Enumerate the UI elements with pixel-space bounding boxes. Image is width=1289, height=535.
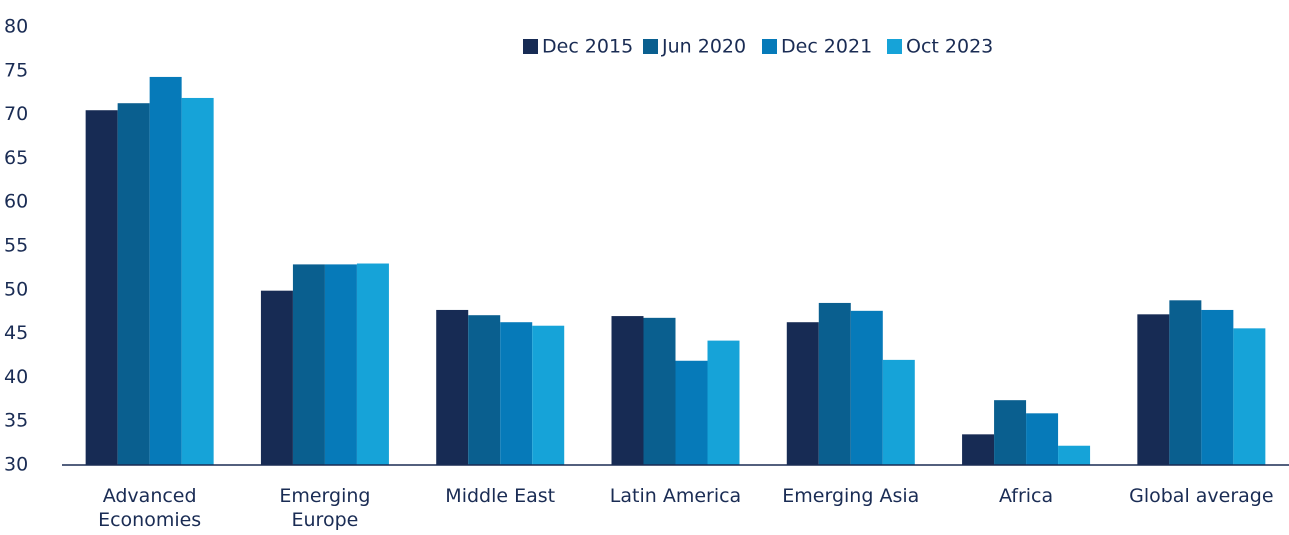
- bar: [850, 310, 883, 465]
- y-tick-label: 75: [4, 59, 28, 81]
- legend-swatch: [523, 39, 538, 54]
- bar: [1169, 300, 1202, 465]
- y-tick-label: 80: [4, 16, 28, 38]
- bar: [962, 434, 995, 465]
- y-tick-label: 50: [4, 278, 28, 300]
- y-tick-label: 40: [4, 366, 28, 388]
- y-tick-label: 60: [4, 191, 28, 213]
- bar: [675, 360, 708, 465]
- bar: [643, 317, 676, 465]
- y-tick-label: 30: [4, 454, 28, 476]
- y-tick-label: 35: [4, 410, 28, 432]
- bar: [786, 322, 819, 465]
- bar: [181, 97, 214, 466]
- bar: [324, 264, 357, 465]
- y-tick-label: 65: [4, 147, 28, 169]
- bar: [611, 316, 644, 465]
- y-tick-label: 70: [4, 103, 28, 125]
- x-tick-label: Emerging Asia: [782, 485, 920, 507]
- bar: [436, 309, 469, 465]
- x-tick-label: Advanced Economies: [98, 485, 202, 531]
- bar: [532, 325, 565, 465]
- legend-swatch: [643, 39, 658, 54]
- legend-swatch: [887, 39, 902, 54]
- bar: [468, 315, 501, 465]
- x-tick-label: Emerging Europe: [279, 485, 371, 531]
- y-tick-label: 45: [4, 322, 28, 344]
- x-tick-label: Latin America: [609, 485, 742, 507]
- bar: [882, 359, 915, 465]
- x-tick-label: Middle East: [445, 485, 556, 507]
- legend-label: Dec 2015: [542, 36, 633, 58]
- bar: [292, 264, 325, 465]
- bar: [1137, 314, 1170, 465]
- bar: [994, 400, 1027, 465]
- legend-swatch: [762, 39, 777, 54]
- bar: [818, 302, 851, 465]
- legend-label: Jun 2020: [661, 36, 746, 58]
- y-tick-label: 55: [4, 235, 28, 257]
- bar: [1058, 445, 1091, 465]
- bar: [260, 290, 293, 465]
- bar: [1026, 413, 1059, 465]
- x-tick-label: Global average: [1129, 485, 1274, 507]
- bar: [707, 340, 740, 465]
- bar: [85, 110, 118, 465]
- bar: [117, 103, 150, 465]
- legend-label: Oct 2023: [906, 36, 993, 58]
- bar: [356, 263, 389, 465]
- x-tick-label: Africa: [998, 485, 1054, 507]
- bar: [149, 76, 182, 465]
- bar: [500, 322, 533, 465]
- legend-label: Dec 2021: [781, 36, 872, 58]
- bar: [1201, 309, 1234, 465]
- bar: [1233, 328, 1266, 465]
